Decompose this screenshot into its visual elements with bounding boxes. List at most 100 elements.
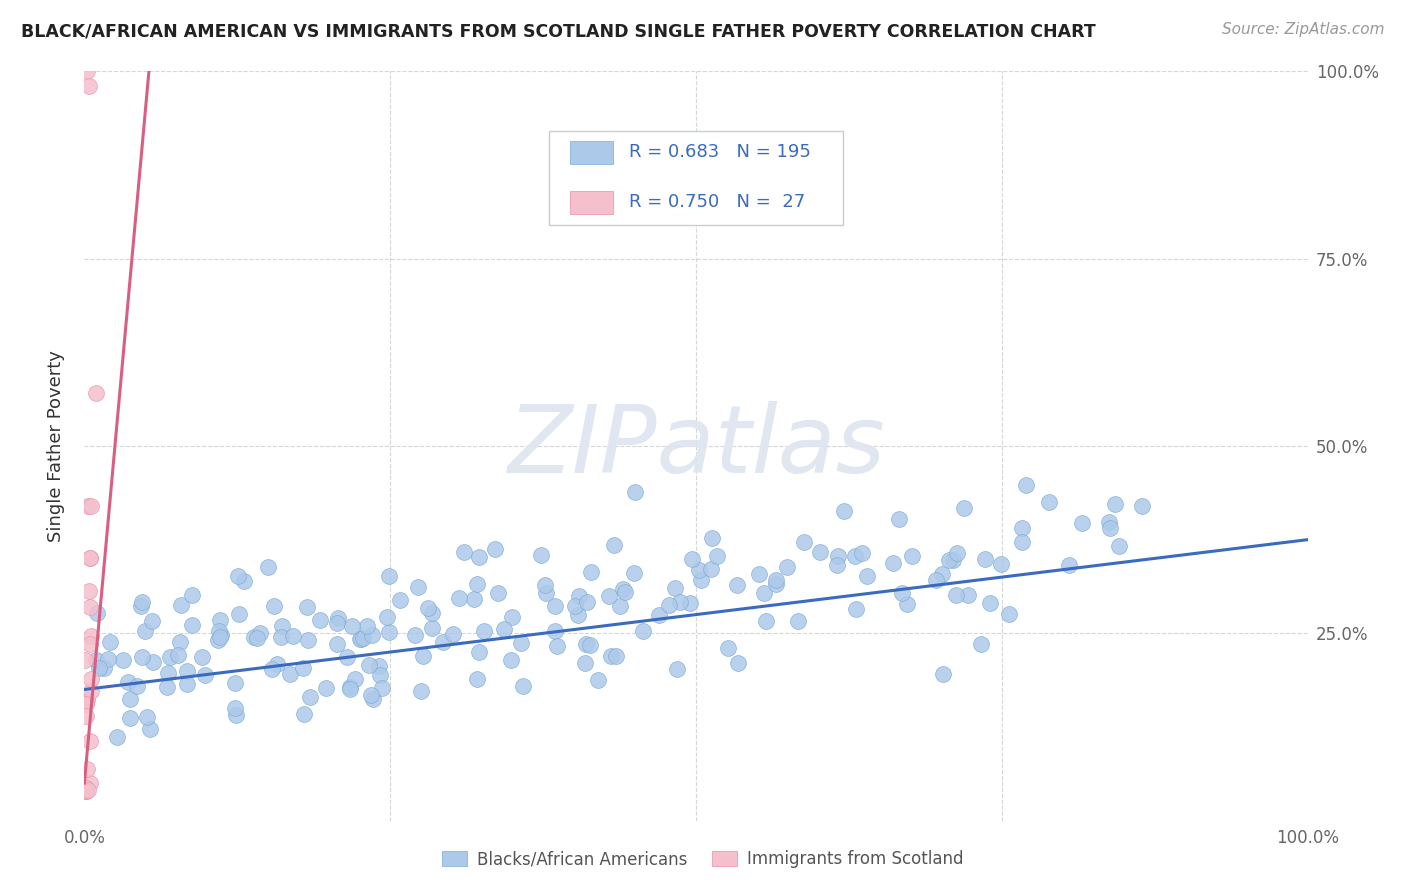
Point: [765, 573, 787, 587]
Point: [75, 653, 97, 667]
Point: [378, 568, 401, 582]
Point: [855, 569, 877, 583]
Point: [120, 710, 142, 724]
Point: [887, 511, 910, 525]
Point: [77, 79, 100, 94]
Point: [748, 567, 770, 582]
Point: [647, 608, 669, 623]
Point: [609, 599, 631, 613]
Point: [86, 653, 108, 667]
FancyBboxPatch shape: [569, 191, 613, 214]
Point: [658, 598, 681, 612]
Point: [79, 775, 101, 789]
Point: [717, 640, 740, 655]
Point: [979, 596, 1001, 610]
Point: [352, 632, 374, 646]
Point: [75, 783, 97, 797]
Point: [851, 546, 873, 560]
Point: [356, 618, 378, 632]
FancyBboxPatch shape: [550, 131, 842, 225]
Point: [169, 635, 191, 649]
Point: [139, 722, 162, 736]
Point: [97, 652, 120, 666]
Point: [579, 638, 602, 652]
Point: [1098, 521, 1121, 535]
Point: [105, 730, 128, 744]
Point: [80, 629, 103, 643]
Point: [117, 674, 139, 689]
Point: [957, 588, 980, 602]
Point: [465, 672, 488, 686]
Text: Source: ZipAtlas.com: Source: ZipAtlas.com: [1222, 22, 1385, 37]
Point: [468, 549, 491, 564]
Point: [787, 614, 810, 628]
Point: [574, 656, 596, 670]
Point: [135, 710, 157, 724]
Point: [190, 649, 212, 664]
Point: [793, 535, 815, 549]
Point: [167, 648, 190, 663]
Point: [226, 569, 249, 583]
Point: [690, 573, 713, 587]
Point: [432, 634, 454, 648]
Point: [176, 677, 198, 691]
Point: [291, 661, 314, 675]
Point: [340, 619, 363, 633]
Point: [249, 626, 271, 640]
Point: [243, 631, 266, 645]
Point: [599, 648, 621, 663]
Point: [612, 582, 634, 596]
Point: [77, 499, 100, 513]
Point: [79, 734, 101, 748]
Point: [945, 588, 967, 602]
Point: [80, 684, 103, 698]
Point: [76, 693, 98, 707]
Point: [111, 653, 134, 667]
Point: [568, 589, 591, 603]
Point: [668, 595, 690, 609]
Point: [170, 598, 193, 612]
Point: [315, 681, 337, 695]
Point: [586, 673, 609, 688]
Point: [969, 637, 991, 651]
Point: [834, 504, 856, 518]
Text: ZIPatlas: ZIPatlas: [508, 401, 884, 491]
Point: [73, 783, 96, 797]
Point: [75, 781, 97, 796]
Point: [946, 546, 969, 560]
Point: [486, 586, 509, 600]
Point: [422, 606, 444, 620]
Point: [844, 549, 866, 563]
Point: [679, 596, 702, 610]
Point: [344, 672, 367, 686]
Point: [1011, 534, 1033, 549]
Legend: Blacks/African Americans, Immigrants from Scotland: Blacks/African Americans, Immigrants fro…: [436, 844, 970, 875]
Point: [544, 624, 567, 638]
Point: [224, 675, 246, 690]
Point: [499, 653, 522, 667]
Point: [270, 630, 292, 644]
Text: R = 0.750   N =  27: R = 0.750 N = 27: [628, 194, 806, 211]
Point: [990, 558, 1012, 572]
Point: [368, 659, 391, 673]
Point: [752, 586, 775, 600]
Point: [808, 545, 831, 559]
Point: [942, 553, 965, 567]
Point: [125, 679, 148, 693]
Point: [925, 574, 948, 588]
Point: [727, 657, 749, 671]
Point: [700, 531, 723, 545]
Point: [510, 636, 533, 650]
Point: [938, 553, 960, 567]
Point: [534, 586, 557, 600]
Point: [207, 632, 229, 647]
Point: [776, 560, 799, 574]
Point: [208, 624, 231, 639]
Point: [845, 602, 868, 616]
Point: [492, 622, 515, 636]
Point: [336, 649, 359, 664]
Point: [377, 624, 399, 639]
Point: [602, 538, 624, 552]
Point: [209, 628, 232, 642]
Point: [79, 551, 101, 566]
